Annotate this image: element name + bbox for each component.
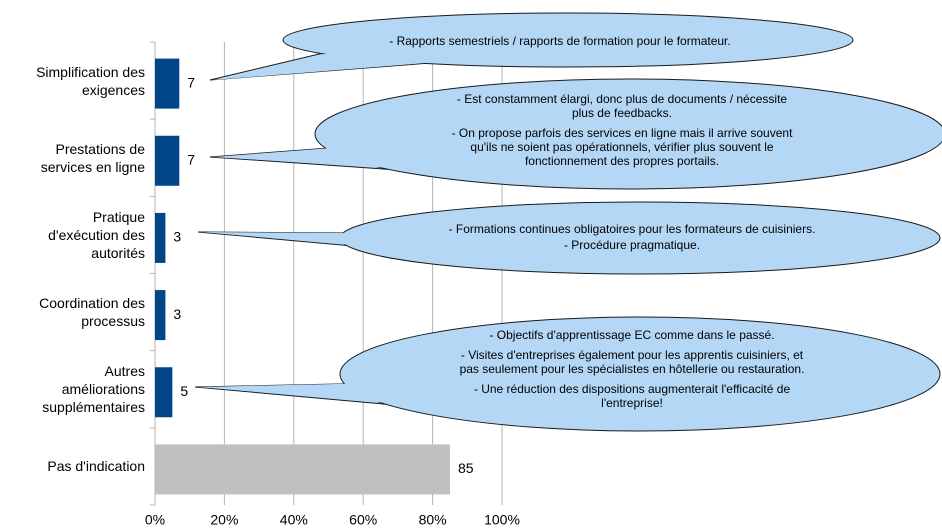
bar xyxy=(155,58,180,109)
callout xyxy=(314,78,942,190)
category-label: Prestations de services en ligne xyxy=(40,140,145,175)
bar xyxy=(155,367,173,418)
category-label: Simplification des exigences xyxy=(36,63,145,98)
value-label: 7 xyxy=(187,151,195,167)
value-label: 5 xyxy=(180,383,188,399)
annotation-line: pas seulement pour les spécialistes en h… xyxy=(460,362,805,376)
bar xyxy=(155,212,166,263)
annotation-line: - Rapports semestriels / rapports de for… xyxy=(389,34,730,48)
annotation-line: - Procédure pragmatique. xyxy=(564,238,700,252)
callout-tail-fill xyxy=(198,383,394,404)
callout xyxy=(339,316,941,432)
category-label: Coordination des processus xyxy=(39,295,145,330)
annotation-line: - Objectifs d'apprentissage EC comme dan… xyxy=(489,328,774,342)
annotation-line: qu'ils ne soient pas opérationnels, véri… xyxy=(470,140,773,154)
value-label: 7 xyxy=(187,74,195,90)
x-tick-label: 80% xyxy=(419,512,447,528)
category-label: Pratique d'exécution des autorités xyxy=(48,208,145,261)
annotation-line: l'entreprise! xyxy=(601,396,663,410)
value-label: 85 xyxy=(458,460,474,476)
category-label: Pas d'indication xyxy=(47,458,145,475)
category-label: Autres améliorations supplémentaires xyxy=(42,363,145,416)
callout xyxy=(282,12,854,68)
x-tick-label: 40% xyxy=(280,512,308,528)
callout-tail-fill xyxy=(213,147,396,169)
annotation-line: fonctionnement des propres portails. xyxy=(525,154,719,168)
annotation-line: - Est constamment élargi, donc plus de d… xyxy=(457,92,787,106)
x-tick-label: 20% xyxy=(210,512,238,528)
value-label: 3 xyxy=(173,306,181,322)
x-tick-label: 100% xyxy=(484,512,520,528)
annotation-line: - Une réduction des dispositions augment… xyxy=(474,382,791,396)
annotation-line: - On propose parfois des services en lig… xyxy=(452,126,793,140)
callout-tail-fill xyxy=(201,232,356,246)
value-label: 3 xyxy=(173,229,181,245)
bar xyxy=(155,444,450,495)
bar xyxy=(155,290,166,341)
callout-tail-fill xyxy=(213,53,430,80)
bar xyxy=(155,135,180,186)
annotation-line: plus de feedbacks. xyxy=(572,106,672,120)
x-tick-label: 60% xyxy=(349,512,377,528)
annotation-line: - Formations continues obligatoires pour… xyxy=(449,222,816,236)
annotation-line: - Visites d'entreprises également pour l… xyxy=(461,348,804,362)
x-tick-label: 0% xyxy=(145,512,165,528)
